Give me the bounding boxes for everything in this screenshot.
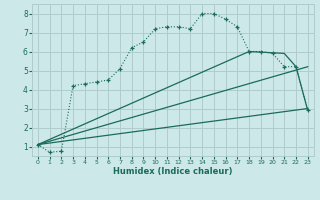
- X-axis label: Humidex (Indice chaleur): Humidex (Indice chaleur): [113, 167, 233, 176]
